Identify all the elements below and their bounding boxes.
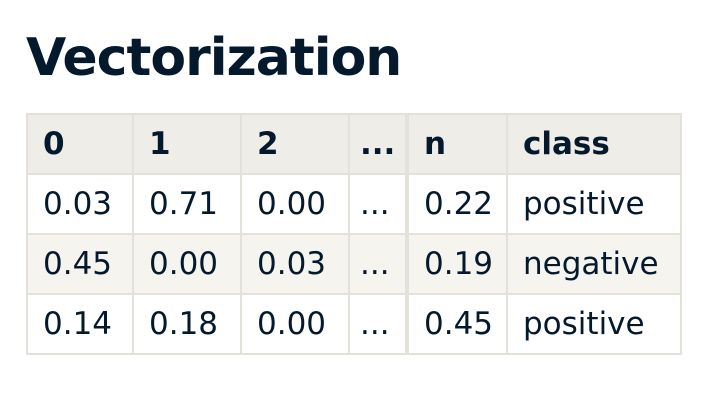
table-cell: 0.45 (405, 293, 508, 355)
table-row: 0.03 0.71 0.00 ... 0.22 positive (26, 173, 682, 235)
table-cell: 0.00 (132, 233, 242, 295)
table-cell: 0.45 (26, 233, 134, 295)
page-title: Vectorization (26, 28, 402, 88)
table-cell: 0.18 (132, 293, 242, 355)
table-cell-ellipsis: ... (348, 293, 408, 355)
table-cell: 0.03 (26, 173, 134, 235)
table-header-row: 0 1 2 ... n class (26, 113, 682, 175)
table-cell-ellipsis: ... (348, 233, 408, 295)
table-cell-class: positive (506, 293, 682, 355)
table-cell: 0.71 (132, 173, 242, 235)
column-header: 0 (26, 113, 134, 175)
column-header: 1 (132, 113, 242, 175)
table-cell: 0.19 (405, 233, 508, 295)
table-row: 0.45 0.00 0.03 ... 0.19 negative (26, 233, 682, 295)
table-cell: 0.14 (26, 293, 134, 355)
table-cell: 0.22 (405, 173, 508, 235)
column-header-class: class (506, 113, 682, 175)
column-header-ellipsis: ... (348, 113, 408, 175)
table-cell-class: positive (506, 173, 682, 235)
table-row: 0.14 0.18 0.00 ... 0.45 positive (26, 293, 682, 355)
table-cell: 0.00 (240, 293, 350, 355)
table-cell: 0.03 (240, 233, 350, 295)
table-cell: 0.00 (240, 173, 350, 235)
table-cell-ellipsis: ... (348, 173, 408, 235)
table-cell-class: negative (506, 233, 682, 295)
column-header: 2 (240, 113, 350, 175)
column-header: n (405, 113, 508, 175)
vectorization-table: 0 1 2 ... n class 0.03 0.71 0.00 ... 0.2… (26, 113, 682, 355)
